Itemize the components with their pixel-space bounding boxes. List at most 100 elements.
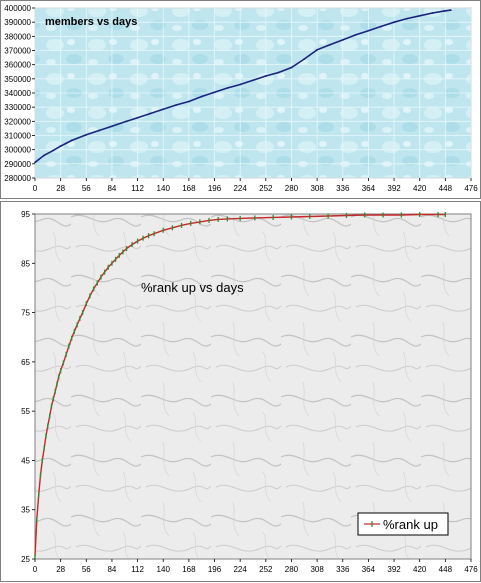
- y-tick-label: 75: [21, 309, 30, 318]
- y-tick-label: 290000: [4, 160, 31, 169]
- x-tick-label: 364: [362, 565, 376, 574]
- y-tick-label: 85: [21, 259, 30, 268]
- y-tick-label: 320000: [4, 117, 31, 126]
- x-tick-label: 448: [439, 184, 453, 193]
- x-tick-label: 392: [387, 184, 401, 193]
- members-point: [316, 48, 319, 51]
- y-tick-label: 310000: [4, 132, 31, 141]
- x-tick-label: 448: [439, 565, 453, 574]
- members-point: [162, 108, 165, 111]
- members-point: [277, 71, 280, 74]
- x-tick-label: 196: [208, 565, 222, 574]
- members-point: [380, 25, 383, 28]
- members-point: [175, 104, 177, 106]
- y-tick-label: 65: [21, 358, 30, 367]
- x-tick-label: 84: [107, 184, 116, 193]
- members-point: [52, 149, 55, 152]
- x-tick-label: 112: [131, 565, 144, 574]
- y-tick-label: 400000: [4, 4, 31, 13]
- members-point: [43, 154, 46, 157]
- x-tick-label: 280: [285, 565, 299, 574]
- rank-chart-title: %rank up vs days: [141, 280, 244, 295]
- members-chart-title: members vs days: [45, 16, 137, 28]
- rank-plot-area: [34, 213, 472, 560]
- y-tick-label: 370000: [4, 47, 31, 56]
- members-series: [34, 9, 452, 164]
- x-tick-label: 308: [310, 565, 324, 574]
- x-tick-label: 252: [259, 565, 273, 574]
- x-tick-label: 112: [131, 184, 144, 193]
- x-tick-label: 0: [33, 184, 38, 193]
- members-point: [290, 66, 293, 69]
- y-tick-label: 95: [21, 210, 30, 219]
- members-point: [59, 145, 62, 148]
- x-tick-label: 308: [310, 184, 324, 193]
- x-tick-label: 0: [33, 565, 38, 574]
- x-tick-label: 252: [259, 184, 273, 193]
- y-tick-label: 360000: [4, 61, 31, 70]
- x-tick-label: 476: [464, 565, 478, 574]
- x-tick-label: 196: [208, 184, 222, 193]
- members-point: [98, 129, 101, 132]
- x-tick-label: 224: [233, 184, 247, 193]
- x-tick-label: 56: [82, 184, 91, 193]
- members-point: [264, 75, 267, 77]
- y-tick-label: 55: [21, 407, 30, 416]
- legend-label: %rank up: [383, 517, 438, 532]
- y-tick-label: 35: [21, 506, 30, 515]
- members-point: [418, 14, 421, 17]
- members-point: [213, 91, 216, 94]
- y-tick-label: 380000: [4, 32, 31, 41]
- members-point: [125, 120, 128, 123]
- x-tick-label: 364: [362, 184, 376, 193]
- chart-panel-rank: 0 28 56 84 112 140 168 196 224 252 280 308 336 364 392…: [0, 201, 481, 582]
- members-point: [252, 79, 254, 82]
- members-point: [431, 12, 434, 14]
- members-point: [34, 161, 36, 164]
- members-point: [111, 125, 113, 128]
- members-chart: 0 28 56 84 112 140 168 196 224 252 280 308 336 364 392…: [4, 4, 478, 193]
- x-tick-label: 420: [413, 184, 427, 193]
- x-tick-label: 28: [56, 565, 65, 574]
- members-point: [239, 83, 242, 86]
- y-tick-label: 25: [21, 555, 30, 564]
- x-tick-label: 140: [157, 184, 171, 193]
- members-point: [85, 133, 88, 136]
- x-tick-label: 56: [82, 565, 91, 574]
- legend-box: [357, 512, 449, 536]
- rank-legend: %rank up: [357, 512, 449, 536]
- x-tick-label: 168: [182, 184, 196, 193]
- x-tick-label: 336: [336, 565, 350, 574]
- x-tick-label: 28: [56, 184, 65, 193]
- members-point: [354, 34, 357, 36]
- y-tick-label: 390000: [4, 18, 31, 27]
- members-point: [367, 29, 370, 32]
- members-point: [444, 9, 447, 12]
- members-point: [449, 9, 452, 12]
- rank-chart: 0 28 56 84 112 140 168 196 224 252 280 308 336 364 392…: [21, 210, 478, 574]
- x-tick-label: 140: [157, 565, 171, 574]
- x-tick-label: 336: [336, 184, 350, 193]
- x-tick-label: 280: [285, 184, 299, 193]
- y-tick-label: 280000: [4, 174, 31, 183]
- x-tick-label: 476: [464, 184, 478, 193]
- rank-y-axis: 25 35 45 55 65 75 85 95: [21, 210, 35, 564]
- members-point: [200, 95, 203, 98]
- x-tick-label: 420: [413, 565, 427, 574]
- x-tick-label: 392: [387, 565, 401, 574]
- members-point: [405, 17, 408, 20]
- x-tick-label: 168: [182, 565, 196, 574]
- rank-x-axis: 0 28 56 84 112 140 168 196 224 252 280 308 336 364 392…: [33, 559, 478, 574]
- members-point: [187, 100, 190, 103]
- y-tick-label: 350000: [4, 75, 31, 84]
- members-point: [341, 38, 344, 41]
- members-y-axis: 280000 290000 300000 310000 320000 330000 3400…: [4, 4, 35, 183]
- members-point: [70, 139, 73, 142]
- members-point: [303, 58, 306, 60]
- chart-panel-members: 0 28 56 84 112 140 168 196 224 252 280 308 336 364 392…: [0, 0, 481, 199]
- members-point: [393, 21, 395, 24]
- members-point: [136, 116, 139, 119]
- y-tick-label: 330000: [4, 103, 31, 112]
- members-point: [329, 43, 331, 46]
- members-point: [149, 112, 152, 115]
